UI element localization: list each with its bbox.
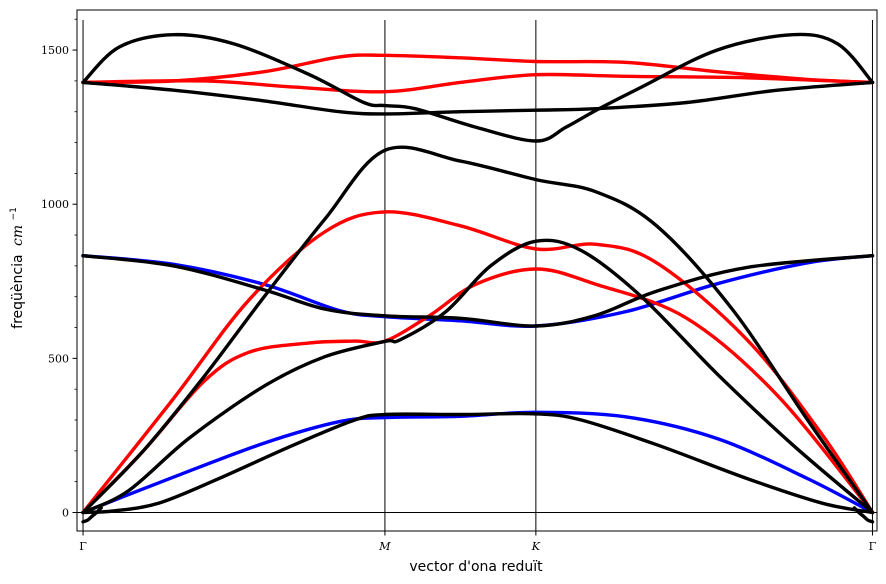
x-tick-label-0: Γ [79,540,87,553]
series-line-6 [81,411,875,515]
x-axis-title: vector d'ona reduït [409,559,543,575]
series-line-5 [81,53,875,85]
y-axis-title-unit: cm [10,225,26,246]
series-line-7 [81,238,875,515]
y-tick-label-3: 1500 [41,44,69,57]
y-tick-label-1: 500 [48,352,69,365]
y-tick-label-0: 0 [62,507,69,520]
y-axis-title: freqüència cm −1 [9,207,26,329]
series-line-2 [81,267,875,515]
plot-frame [76,9,878,532]
y-axis-title-text: freqüència [10,254,26,328]
series-line-4 [81,72,875,94]
x-tick-label-3: Γ [869,540,877,553]
y-axis: 0 500 1000 1500 [41,18,77,520]
series-line-3 [81,210,875,515]
x-tick-label-2: K [531,540,541,553]
series-line-1 [81,254,875,328]
series-line-10 [81,80,875,116]
series-line-12 [81,506,103,524]
y-axis-title-group: freqüència cm −1 [9,207,26,329]
series-line-8 [81,145,875,515]
x-tick-label-1: M [378,540,391,553]
y-tick-label-2: 1000 [41,198,69,211]
dispersion-series [81,32,875,524]
series-line-11 [81,32,875,143]
series-line-13 [852,506,875,524]
series-line-9 [81,254,875,328]
y-axis-title-unit-exp: −1 [9,207,19,220]
series-line-0 [81,410,875,515]
